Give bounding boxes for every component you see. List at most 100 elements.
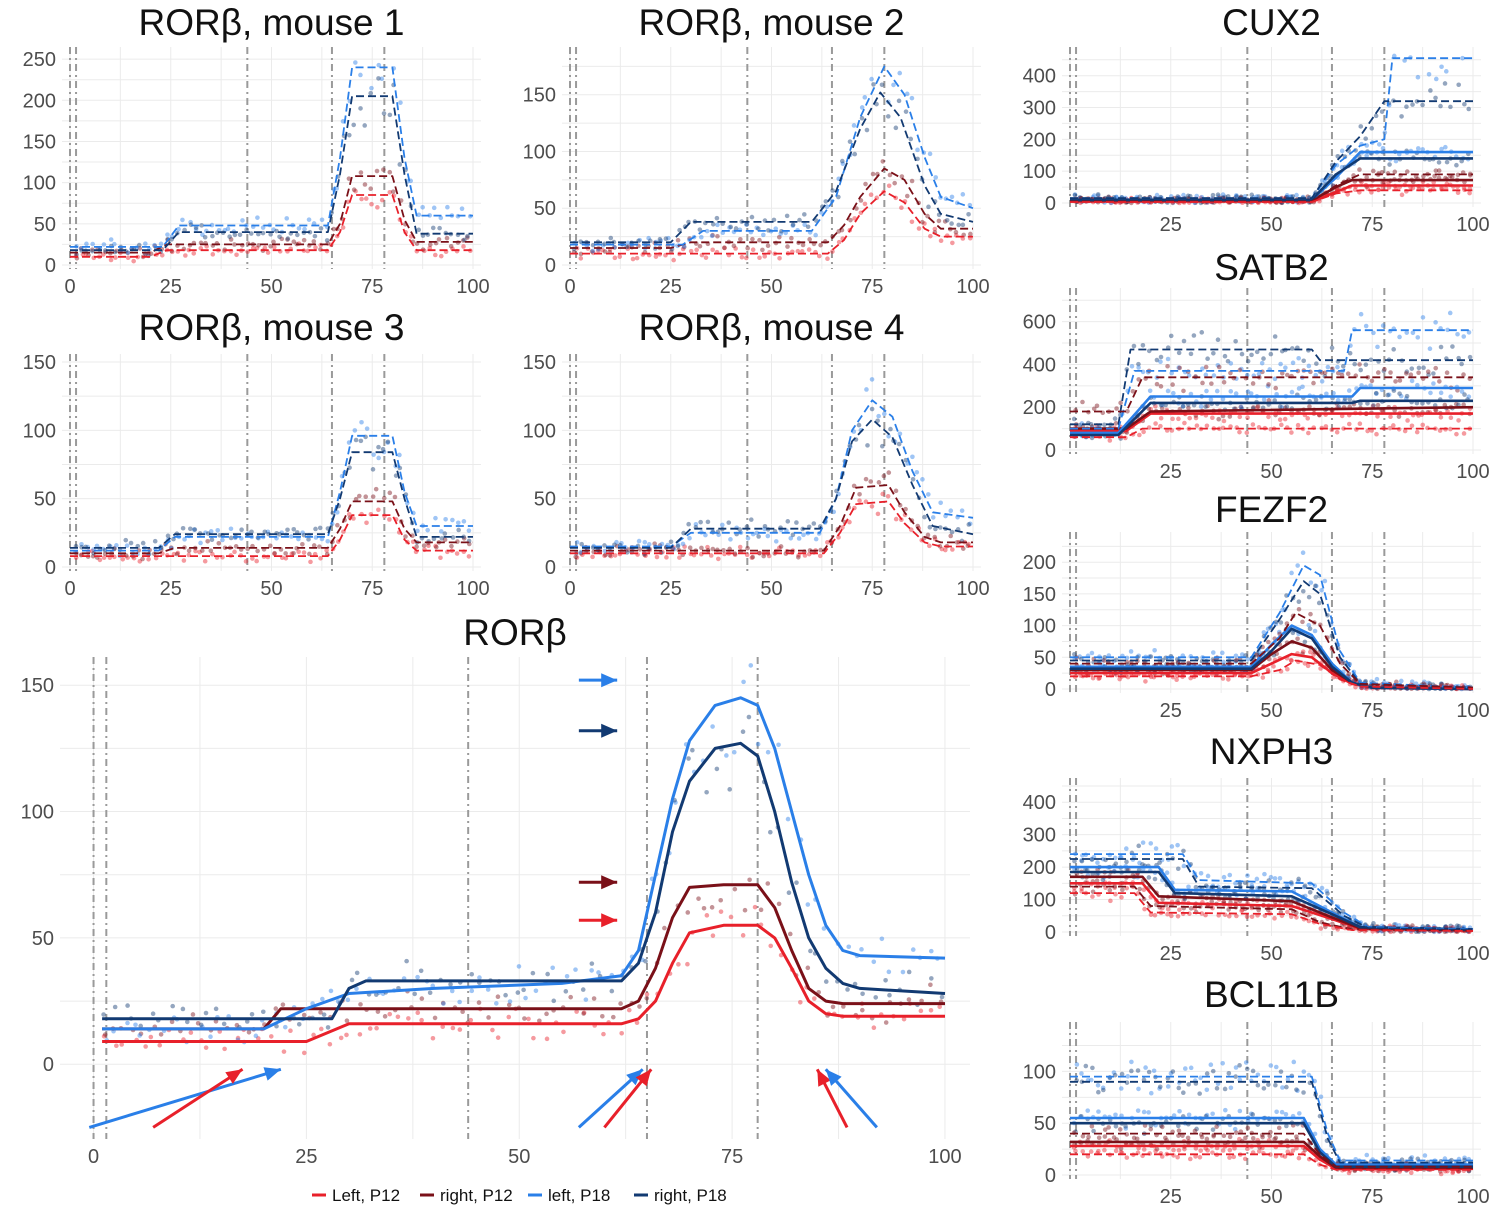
data-point bbox=[119, 1042, 125, 1047]
data-point bbox=[888, 426, 893, 432]
data-point bbox=[318, 226, 324, 231]
data-point bbox=[255, 215, 260, 220]
data-point bbox=[1228, 1085, 1234, 1091]
data-point bbox=[1388, 370, 1393, 375]
data-point bbox=[1284, 1084, 1289, 1090]
data-point bbox=[1358, 367, 1363, 373]
data-point bbox=[90, 247, 95, 252]
data-point bbox=[893, 125, 899, 131]
data-point bbox=[1371, 403, 1376, 408]
data-point bbox=[180, 525, 186, 531]
data-point bbox=[531, 1035, 536, 1041]
data-point bbox=[442, 531, 448, 536]
data-point bbox=[240, 218, 245, 223]
data-point bbox=[583, 997, 589, 1002]
data-point bbox=[1450, 344, 1455, 349]
data-point bbox=[131, 555, 137, 561]
panel-m1: RORβ, mouse 1 0 25 50 75 100 0 50 100 150 200 250 bbox=[23, 2, 490, 298]
y-tick-label: 50 bbox=[34, 214, 56, 236]
data-point bbox=[846, 944, 852, 950]
data-point bbox=[354, 970, 360, 976]
data-point bbox=[731, 749, 737, 755]
data-point bbox=[1308, 611, 1313, 617]
x-tick-label: 75 bbox=[721, 1146, 743, 1168]
data-point bbox=[1379, 169, 1385, 175]
data-point bbox=[664, 555, 669, 560]
data-point bbox=[1175, 842, 1180, 848]
panel-m4: RORβ, mouse 4 0 25 50 75 100 0 50 100 150 bbox=[523, 307, 990, 600]
data-point bbox=[1148, 1126, 1154, 1132]
data-point bbox=[897, 70, 903, 76]
y-tick-label: 150 bbox=[523, 85, 556, 107]
data-point bbox=[1233, 653, 1239, 659]
data-point bbox=[494, 1001, 499, 1006]
data-point bbox=[295, 232, 300, 238]
data-point bbox=[101, 242, 107, 247]
data-point bbox=[268, 232, 273, 237]
data-point bbox=[802, 222, 807, 228]
data-point bbox=[296, 226, 302, 231]
data-point bbox=[748, 663, 754, 668]
data-point bbox=[686, 521, 691, 527]
data-point bbox=[398, 100, 403, 105]
y-tick-label: 200 bbox=[1023, 129, 1056, 151]
data-point bbox=[1154, 381, 1160, 387]
data-point bbox=[1460, 55, 1465, 61]
data-point bbox=[1254, 876, 1260, 882]
y-tick-label: 100 bbox=[523, 141, 556, 163]
data-point bbox=[255, 548, 260, 554]
data-point bbox=[966, 522, 972, 527]
data-point bbox=[637, 1004, 642, 1009]
data-point bbox=[210, 252, 216, 257]
data-point bbox=[777, 255, 782, 261]
data-point bbox=[1091, 1128, 1096, 1134]
scatter-points bbox=[1072, 53, 1473, 206]
data-point bbox=[883, 977, 888, 983]
data-point bbox=[956, 222, 962, 228]
data-point bbox=[1363, 136, 1368, 141]
data-point bbox=[1467, 354, 1473, 360]
data-point bbox=[644, 995, 650, 1001]
data-point bbox=[197, 549, 202, 555]
x-tick-label: 25 bbox=[1160, 1186, 1182, 1208]
data-point bbox=[840, 525, 845, 530]
data-point bbox=[346, 132, 352, 138]
data-point bbox=[749, 555, 755, 561]
data-point bbox=[818, 242, 823, 248]
data-point bbox=[97, 557, 103, 563]
x-tick-label: 25 bbox=[660, 276, 682, 298]
data-point bbox=[1135, 1068, 1141, 1073]
data-point bbox=[589, 249, 595, 254]
series-line bbox=[570, 65, 974, 246]
data-point bbox=[1456, 418, 1461, 423]
data-point bbox=[367, 1026, 373, 1031]
data-point bbox=[1170, 382, 1175, 387]
data-point bbox=[465, 233, 470, 239]
data-point bbox=[1422, 1153, 1428, 1158]
data-point bbox=[1282, 416, 1288, 422]
y-tick-label: 200 bbox=[23, 90, 56, 112]
data-point bbox=[1158, 415, 1164, 421]
data-point bbox=[787, 931, 793, 937]
data-point bbox=[1376, 142, 1382, 147]
data-point bbox=[1168, 333, 1174, 339]
x-tick-label: 100 bbox=[956, 276, 989, 298]
data-point bbox=[715, 233, 720, 239]
data-point bbox=[1211, 350, 1216, 356]
data-point bbox=[1176, 1128, 1182, 1133]
data-point bbox=[1300, 384, 1305, 390]
data-point bbox=[1420, 422, 1426, 428]
data-point bbox=[352, 428, 358, 433]
data-point bbox=[228, 535, 234, 541]
data-point bbox=[750, 554, 756, 560]
data-point bbox=[271, 227, 276, 232]
data-point bbox=[506, 1002, 512, 1008]
data-point bbox=[1319, 178, 1325, 183]
data-point bbox=[778, 544, 784, 549]
data-point bbox=[1307, 626, 1313, 632]
data-point bbox=[175, 550, 181, 556]
data-point bbox=[1382, 130, 1388, 135]
data-point bbox=[450, 1025, 456, 1031]
data-point bbox=[916, 226, 922, 231]
data-point bbox=[1089, 1123, 1095, 1129]
